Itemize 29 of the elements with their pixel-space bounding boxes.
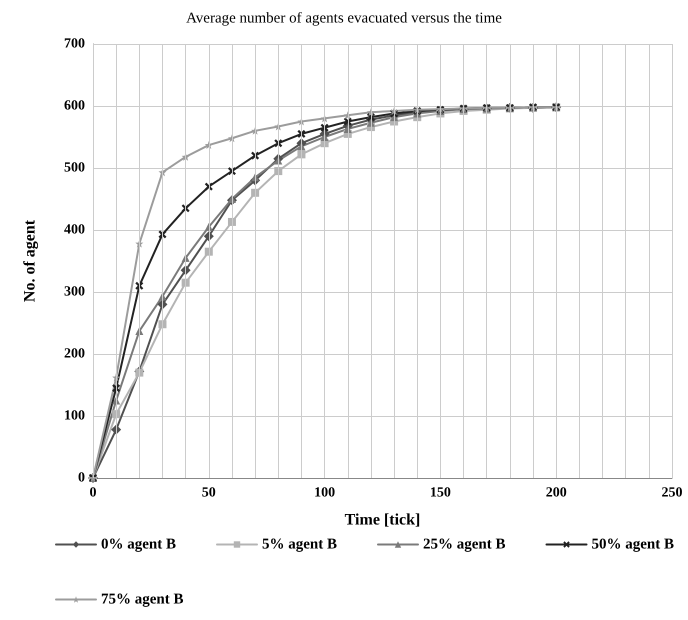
y-tick-label: 700 (64, 36, 85, 52)
legend-label: 75% agent B (101, 592, 184, 608)
point (135, 282, 144, 290)
y-tick-label: 300 (64, 284, 85, 300)
x-tick-label: 0 (90, 486, 96, 500)
y-tick-label: 0 (78, 470, 85, 486)
y-tick-label: 600 (64, 98, 85, 114)
point (112, 384, 120, 392)
y-tick-label: 500 (64, 160, 85, 176)
point (297, 130, 306, 138)
legend-label: 5% agent B (262, 536, 337, 552)
chart-title: Average number of agents evacuated versus the time (186, 10, 502, 26)
y-tick-label: 200 (64, 346, 85, 362)
x-axis-title: Time [tick] (344, 512, 420, 528)
legend-label: 0% agent B (101, 536, 176, 552)
y-tick-label: 400 (64, 222, 85, 238)
legend-label: 25% agent B (423, 536, 506, 552)
point (320, 124, 329, 132)
x-tick-label: 100 (314, 486, 336, 500)
point (182, 204, 190, 212)
y-tick-label: 100 (64, 408, 85, 424)
point (251, 152, 260, 160)
y-axis-title: No. of agent (22, 219, 38, 302)
legend-label: 50% agent B (592, 536, 674, 552)
x-tick-label: 50 (202, 486, 216, 500)
point (274, 139, 282, 148)
x-tick-label: 200 (546, 486, 567, 500)
x-tick-label: 250 (662, 486, 682, 500)
x-tick-label: 150 (430, 486, 451, 500)
